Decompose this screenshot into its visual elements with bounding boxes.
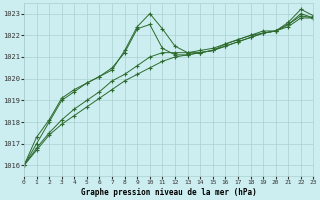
X-axis label: Graphe pression niveau de la mer (hPa): Graphe pression niveau de la mer (hPa) [81,188,257,197]
